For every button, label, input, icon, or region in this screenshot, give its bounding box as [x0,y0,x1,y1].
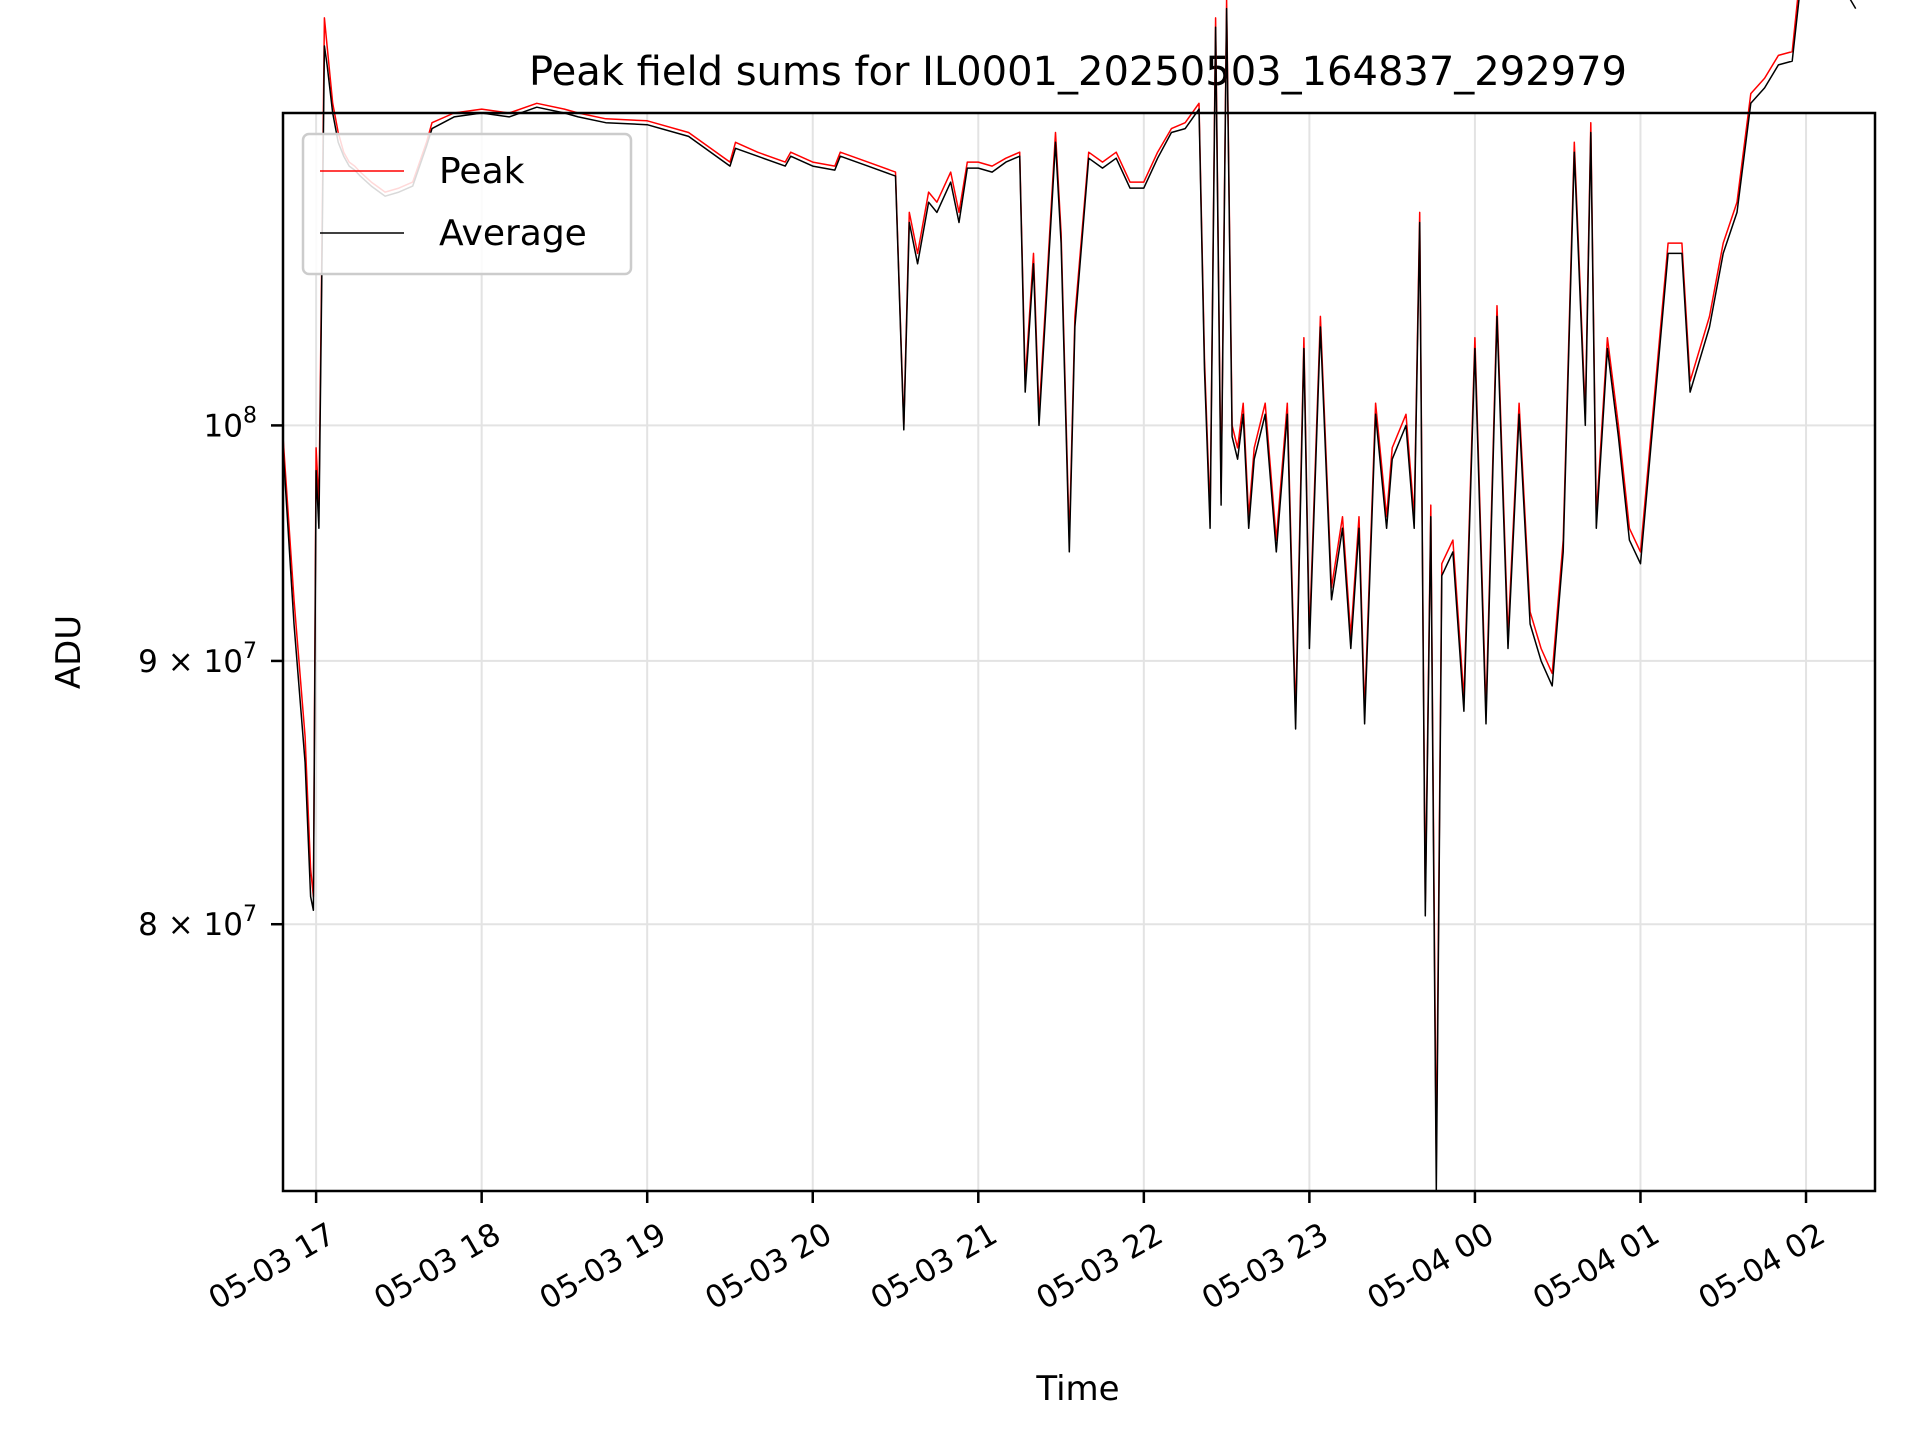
legend: Peak Average [301,132,633,276]
grid-lines [283,113,1875,1191]
y-tick-label: 9 × 107 [138,639,257,680]
legend-label-average: Average [439,213,587,254]
y-axis-label: ADU [49,615,89,689]
chart-title: Peak field sums for IL0001_20250503_1648… [529,49,1627,95]
series-lines [282,0,1857,1192]
x-axis-label: Time [1035,1369,1119,1409]
series-line-average [282,0,1857,1192]
legend-box [301,132,633,276]
legend-label-peak: Peak [439,151,525,192]
plot-frame [281,111,1877,1193]
y-tick-label: 8 × 107 [138,902,257,943]
y-tick-label: 108 [204,403,257,444]
y-axis-ticks: 8 × 107 9 × 107 108 [138,403,283,943]
